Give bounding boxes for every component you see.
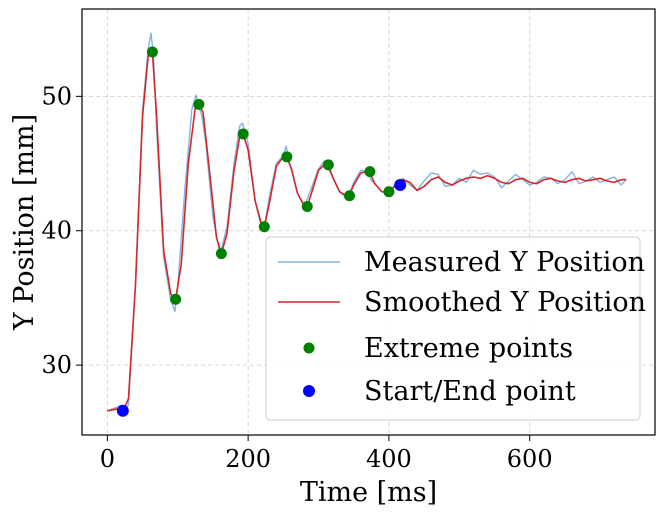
smoothed-line [107, 51, 627, 412]
plot-frame [81, 8, 656, 436]
extreme-point [383, 186, 395, 198]
legend-items: Measured Y Position Smoothed Y Position Ex… [278, 247, 646, 407]
grid [82, 9, 655, 435]
x-tick-label: 200 [225, 445, 271, 473]
start-end-point [394, 179, 407, 192]
extreme-point [343, 190, 355, 202]
series-layer [107, 32, 627, 417]
x-tick-label: 0 [100, 445, 115, 473]
extreme-point [146, 46, 158, 58]
legend-box [265, 236, 641, 421]
extreme-point [170, 293, 182, 305]
start-end-point [116, 404, 129, 417]
extreme-point [215, 248, 227, 260]
legend-measured-label: Measured Y Position [364, 247, 645, 278]
extreme-point [237, 128, 249, 140]
x-tick-label: 400 [366, 445, 412, 473]
extreme-point [301, 201, 313, 213]
extreme-point [281, 151, 293, 163]
extreme-point [258, 221, 270, 233]
x-axis-title: Time [ms] [300, 477, 437, 508]
legend-start-end-swatch [303, 385, 315, 397]
y-axis-title: Y Position [mm] [9, 114, 40, 331]
extreme-point [193, 98, 205, 110]
y-tick-label: 30 [41, 351, 72, 379]
legend-smoothed-label: Smoothed Y Position [364, 287, 646, 318]
legend: Measured Y Position Smoothed Y Position Ex… [265, 236, 646, 421]
x-tick-label: 600 [507, 445, 553, 473]
legend-extreme-swatch [303, 342, 315, 354]
ticks: 0 200 400 600 30 40 50 [41, 82, 552, 473]
extreme-point [364, 166, 376, 178]
y-tick-label: 50 [41, 82, 72, 110]
legend-start-end-label: Start/End point [364, 376, 576, 407]
y-tick-label: 40 [41, 217, 72, 245]
legend-extreme-label: Extreme points [364, 333, 573, 364]
extreme-point [322, 159, 334, 171]
